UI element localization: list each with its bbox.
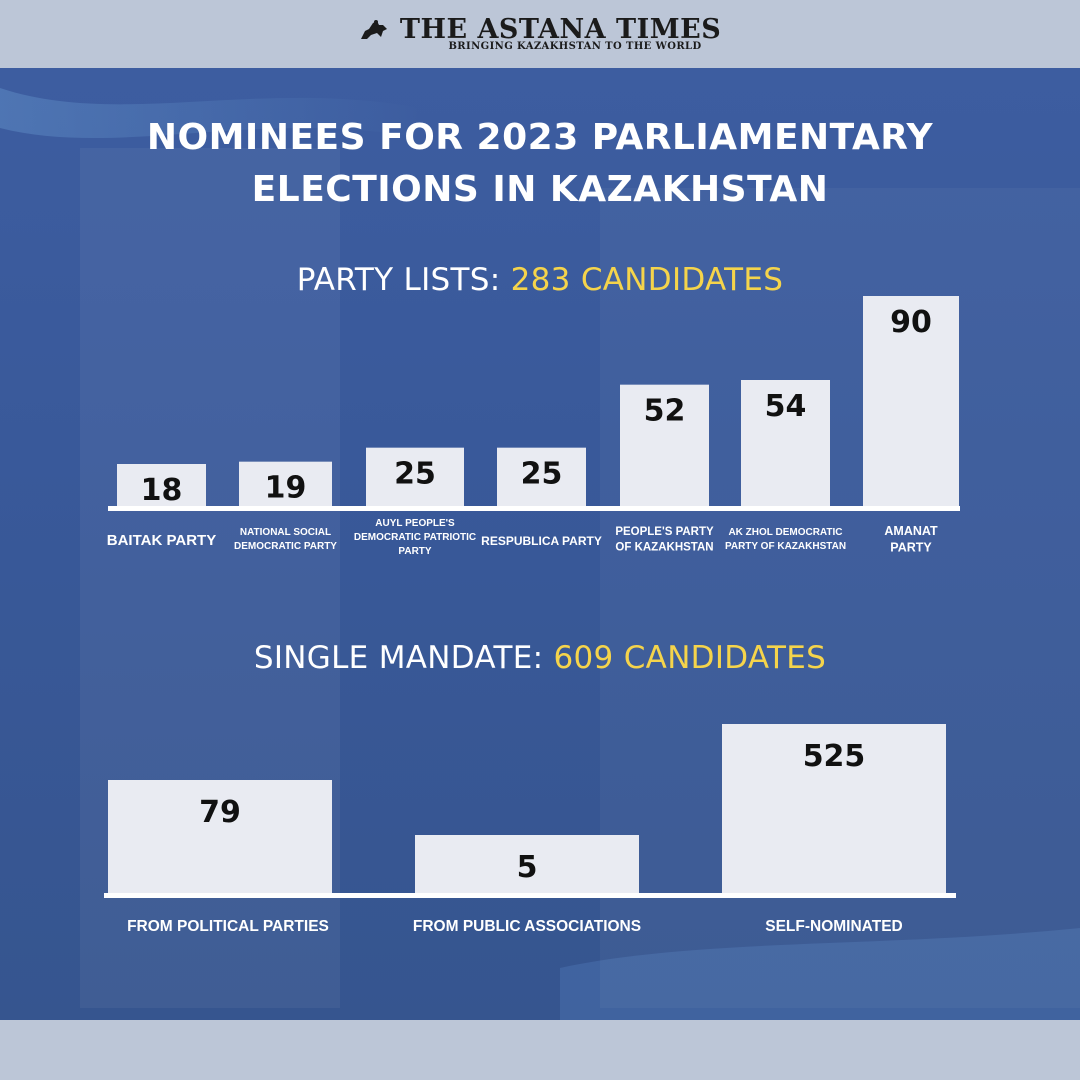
value-label-baitak-party: 18 xyxy=(141,473,183,508)
masthead-band: THE ASTANA TIMES BRINGING KAZAKHSTAN TO … xyxy=(0,0,1080,68)
party-lists-baseline xyxy=(108,506,960,511)
masthead-title: THE ASTANA TIMES xyxy=(399,14,722,45)
single-mandate-label: SINGLE MANDATE: xyxy=(253,640,544,676)
category-label-people-s-party-of-kazakhstan: PEOPLE'S PARTY xyxy=(615,526,714,538)
value-label-respublica-party: 25 xyxy=(521,457,563,492)
category-label-national-social-democratic-party: DEMOCRATIC PARTY xyxy=(234,541,337,552)
category-label-amanat-party: AMANAT xyxy=(884,524,938,538)
category-label-auyl-people-s-democratic-patriotic-party: PARTY xyxy=(398,546,431,557)
horse-rider-logo-icon xyxy=(359,19,389,45)
bar-amanat-party xyxy=(863,296,959,506)
category-label-from-public-associations: FROM PUBLIC ASSOCIATIONS xyxy=(413,918,641,935)
value-label-amanat-party: 90 xyxy=(890,305,932,340)
category-label-people-s-party-of-kazakhstan: OF KAZAKHSTAN xyxy=(615,542,713,554)
category-label-from-political-parties: FROM POLITICAL PARTIES xyxy=(127,918,329,935)
bar-from-political-parties xyxy=(108,780,332,893)
category-label-self-nominated: SELF-NOMINATED xyxy=(765,918,902,935)
bar-people-s-party-of-kazakhstan xyxy=(620,384,709,506)
value-label-auyl-people-s-democratic-patriotic-party: 25 xyxy=(394,457,436,492)
category-label-national-social-democratic-party: NATIONAL SOCIAL xyxy=(240,527,331,538)
main-title-line2: ELECTIONS IN KAZAKHSTAN xyxy=(251,169,829,210)
bar-ak-zhol-democratic-party-of-kazakhstan xyxy=(741,380,830,506)
bar-baitak-party xyxy=(117,464,206,506)
main-title-line1: NOMINEES FOR 2023 PARLIAMENTARY xyxy=(146,117,934,158)
party-lists-label: PARTY LISTS: xyxy=(296,262,501,298)
category-label-auyl-people-s-democratic-patriotic-party: AUYL PEOPLE'S xyxy=(375,518,455,529)
value-label-people-s-party-of-kazakhstan: 52 xyxy=(644,394,686,429)
bar-auyl-people-s-democratic-patriotic-party xyxy=(366,447,464,506)
masthead: THE ASTANA TIMES BRINGING KAZAKHSTAN TO … xyxy=(0,14,1080,52)
value-label-from-political-parties: 79 xyxy=(199,795,241,830)
value-label-self-nominated: 525 xyxy=(803,739,866,774)
party-lists-heading: PARTY LISTS: 283 CANDIDATES xyxy=(0,262,1080,298)
single-mandate-baseline xyxy=(104,893,956,898)
masthead-subtitle: BRINGING KAZAKHSTAN TO THE WORLD xyxy=(448,41,702,52)
category-label-ak-zhol-democratic-party-of-kazakhstan: AK ZHOL DEMOCRATIC xyxy=(728,527,842,538)
category-label-amanat-party: PARTY xyxy=(890,541,932,555)
category-label-baitak-party: BAITAK PARTY xyxy=(107,532,216,549)
value-label-from-public-associations: 5 xyxy=(517,850,538,885)
category-label-auyl-people-s-democratic-patriotic-party: DEMOCRATIC PATRIOTIC xyxy=(354,532,476,543)
bar-from-public-associations xyxy=(415,835,639,893)
bar-respublica-party xyxy=(497,447,586,506)
category-label-ak-zhol-democratic-party-of-kazakhstan: PARTY OF KAZAKHSTAN xyxy=(725,541,846,552)
value-label-national-social-democratic-party: 19 xyxy=(265,471,307,506)
category-label-respublica-party: RESPUBLICA PARTY xyxy=(481,534,602,548)
bar-national-social-democratic-party xyxy=(239,461,332,506)
single-mandate-heading: SINGLE MANDATE: 609 CANDIDATES xyxy=(0,640,1080,676)
single-mandate-total: 609 CANDIDATES xyxy=(553,640,827,676)
main-title: NOMINEES FOR 2023 PARLIAMENTARY ELECTION… xyxy=(0,112,1080,216)
value-label-ak-zhol-democratic-party-of-kazakhstan: 54 xyxy=(765,389,807,424)
bottom-band xyxy=(0,1020,1080,1080)
bar-self-nominated xyxy=(722,724,946,893)
party-lists-total: 283 CANDIDATES xyxy=(510,262,784,298)
